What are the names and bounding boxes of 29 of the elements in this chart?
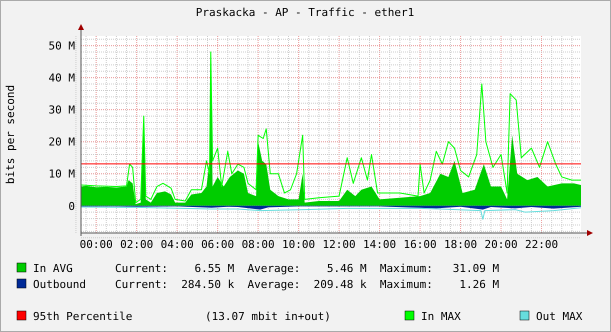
chart-title: Praskacka - AP - Traffic - ether1 — [196, 6, 414, 19]
y-axis-title: bits per second — [4, 84, 17, 184]
legend-label: In AVG — [33, 262, 73, 275]
legend-label: 95th Percentile — [33, 310, 132, 323]
legend-label: Out MAX — [536, 310, 583, 323]
x-tick-label: 18:00 — [444, 238, 478, 251]
x-tick-label: 00:00 — [80, 238, 113, 251]
text: Current: 6.55 M Average: 5.46 M Maximum: 31.09 M — [115, 262, 500, 275]
x-tick-label: 02:00 — [120, 238, 154, 251]
line-series — [80, 206, 582, 220]
x-tick-label: 10:00 — [282, 238, 316, 251]
legend-label: Outbound — [33, 278, 86, 291]
text: Current: 284.50 k Average: 209.48 k Maximum: 1.26 M — [115, 278, 500, 291]
x-tick-label: 20:00 — [484, 238, 518, 251]
x-tick-label: 06:00 — [201, 238, 234, 251]
y-tick-label: 30 M — [48, 104, 76, 117]
y-tick-label: 10 M — [48, 168, 76, 181]
x-tick-label: 12:00 — [322, 238, 356, 251]
y-tick-label: 0 — [68, 200, 75, 213]
text: (13.07 mbit in+out) — [205, 310, 331, 323]
x-tick-label: 14:00 — [363, 238, 396, 251]
x-tick-label: 08:00 — [242, 238, 275, 251]
x-tick-label: 04:00 — [160, 238, 194, 251]
x-tick-label: 22:00 — [524, 238, 558, 251]
y-tick-label: 50 M — [48, 40, 76, 53]
y-tick-label: 40 M — [48, 72, 76, 85]
x-tick-label: 16:00 — [404, 238, 437, 251]
y-tick-label: 20 M — [48, 136, 76, 149]
legend-label: In MAX — [421, 310, 462, 323]
